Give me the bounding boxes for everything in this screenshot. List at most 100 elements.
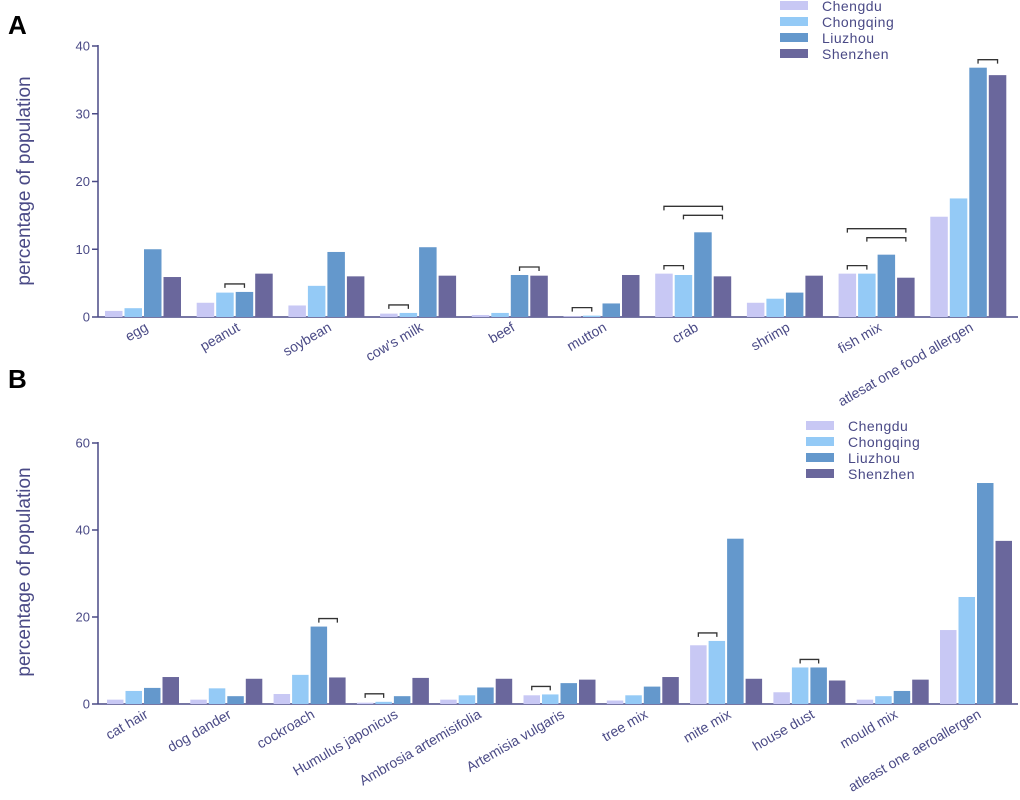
bar-chengdu-4 <box>440 699 457 704</box>
category-label: beef <box>486 319 518 347</box>
bar-chongqing-1 <box>208 688 226 704</box>
bar-liuzhou-8 <box>810 667 827 704</box>
significance-bracket <box>866 237 907 242</box>
bar-chongqing-4 <box>491 312 509 317</box>
significance-bracket <box>682 214 724 220</box>
significance-bracket <box>388 304 409 309</box>
bar-liuzhou-6 <box>643 686 661 704</box>
bar-shenzhen-5 <box>579 679 596 704</box>
bar-chongqing-9 <box>875 696 892 704</box>
significance-bracket <box>977 59 999 64</box>
bar-chongqing-4 <box>458 695 476 704</box>
bar-chongqing-1 <box>216 292 234 317</box>
bar-shenzhen-10 <box>995 540 1012 704</box>
y-tick-label: 40 <box>76 523 90 538</box>
bar-chengdu-6 <box>655 273 673 317</box>
significance-bracket <box>571 306 593 312</box>
significance-bracket <box>846 228 907 233</box>
significance-bracket <box>364 693 385 698</box>
significance-bracket <box>663 205 724 211</box>
significance-bracket <box>663 264 685 270</box>
bar-liuzhou-7 <box>727 538 744 704</box>
bar-chengdu-5 <box>563 316 581 317</box>
bar-shenzhen-2 <box>346 276 365 317</box>
bar-shenzhen-0 <box>162 677 179 704</box>
bar-liuzhou-5 <box>560 683 577 704</box>
panel-label: B <box>8 364 27 394</box>
bar-chengdu-3 <box>356 702 374 704</box>
category-label: cockroach <box>254 706 317 752</box>
bar-chongqing-3 <box>375 701 392 704</box>
bar-chongqing-6 <box>625 695 642 704</box>
panel-label: A <box>8 10 27 40</box>
bar-shenzhen-1 <box>245 678 263 704</box>
significance-bracket <box>224 283 246 288</box>
bar-chongqing-8 <box>858 273 876 317</box>
bar-chongqing-10 <box>958 596 975 704</box>
legend-swatch-liuzhou <box>806 453 834 462</box>
significance-bracket <box>799 658 820 664</box>
bar-shenzhen-0 <box>163 277 181 317</box>
bar-chengdu-0 <box>105 310 123 317</box>
category-label: shrimp <box>748 319 793 354</box>
legend-label-shenzhen: Shenzhen <box>822 46 889 62</box>
bar-liuzhou-2 <box>327 251 345 317</box>
bar-chengdu-0 <box>107 699 124 704</box>
bar-chongqing-9 <box>949 198 968 317</box>
bar-chengdu-3 <box>380 313 398 317</box>
legend-swatch-chengdu <box>780 1 808 10</box>
bar-chengdu-1 <box>190 699 207 704</box>
category-label: egg <box>122 319 150 345</box>
bar-chongqing-7 <box>766 298 784 317</box>
y-tick-label: 0 <box>83 310 90 325</box>
bar-chongqing-0 <box>125 690 142 704</box>
bar-shenzhen-2 <box>329 677 346 704</box>
y-tick-label: 40 <box>76 39 90 54</box>
bar-chongqing-5 <box>583 315 601 317</box>
category-label: crab <box>669 319 701 347</box>
bar-liuzhou-7 <box>785 292 804 317</box>
category-label: cow's milk <box>363 318 427 364</box>
bar-liuzhou-3 <box>419 247 437 317</box>
legend-label-chongqing: Chongqing <box>822 14 894 30</box>
legend-swatch-liuzhou <box>780 33 808 42</box>
bar-chongqing-3 <box>399 312 418 317</box>
category-label: fish mix <box>835 319 884 357</box>
category-label: mite mix <box>680 706 733 746</box>
bar-liuzhou-9 <box>969 67 987 318</box>
legend-swatch-chongqing <box>780 17 808 26</box>
significance-bracket <box>697 632 718 637</box>
bar-liuzhou-4 <box>510 274 529 317</box>
bar-chengdu-6 <box>606 700 624 704</box>
bar-shenzhen-7 <box>805 275 823 317</box>
bar-shenzhen-4 <box>530 275 548 317</box>
legend-swatch-shenzhen <box>780 49 808 58</box>
bar-chengdu-10 <box>940 630 957 704</box>
bar-liuzhou-0 <box>144 249 162 317</box>
bar-shenzhen-3 <box>412 677 429 704</box>
legend-swatch-shenzhen <box>806 469 834 478</box>
bar-chengdu-2 <box>288 305 306 317</box>
legend-swatch-chengdu <box>806 421 834 430</box>
bar-shenzhen-4 <box>495 678 513 704</box>
category-label: peanut <box>197 319 242 354</box>
category-label: soybean <box>280 319 334 359</box>
bar-chengdu-1 <box>196 302 215 317</box>
category-label: cat hair <box>103 706 151 743</box>
bar-chengdu-9 <box>930 216 948 317</box>
bar-shenzhen-8 <box>897 277 915 317</box>
bar-shenzhen-5 <box>622 274 640 317</box>
bar-shenzhen-7 <box>745 678 763 704</box>
bar-shenzhen-9 <box>912 679 929 704</box>
legend-label-chengdu: Chengdu <box>848 418 908 434</box>
legend-label-liuzhou: Liuzhou <box>848 450 901 466</box>
y-axis-title: percentage of population <box>14 467 35 676</box>
bar-chengdu-8 <box>773 692 790 704</box>
category-label: dog dander <box>164 706 234 755</box>
bar-shenzhen-3 <box>438 275 457 317</box>
category-label: house dust <box>750 706 817 754</box>
y-tick-label: 30 <box>76 106 90 121</box>
